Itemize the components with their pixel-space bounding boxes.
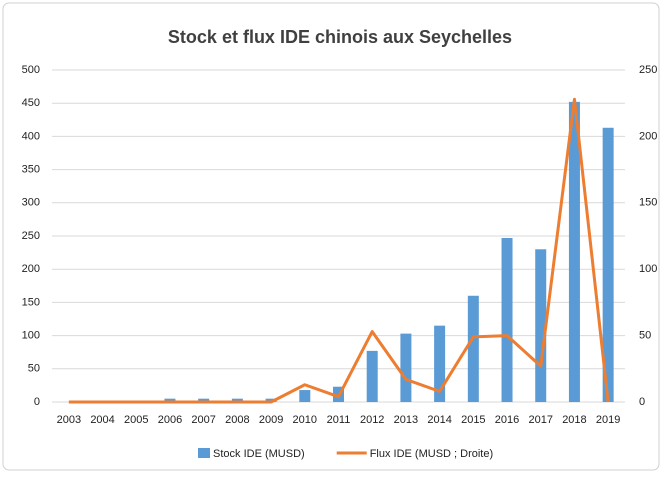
line — [68, 97, 610, 404]
y-tick-label: 400 — [22, 130, 40, 142]
x-tick-label: 2007 — [191, 414, 215, 426]
bar — [164, 398, 176, 402]
y-tick-label: 500 — [22, 64, 40, 76]
bar — [501, 237, 513, 402]
x-tick-label: 2013 — [394, 414, 418, 426]
x-tick-label: 2006 — [158, 414, 182, 426]
y2-tick-label: 0 — [639, 396, 645, 408]
x-tick-label: 2012 — [360, 414, 384, 426]
legend-swatch — [198, 448, 210, 458]
bar — [299, 390, 311, 402]
y-tick-label: 300 — [22, 197, 40, 209]
x-tick-label: 2005 — [124, 414, 148, 426]
bar — [467, 295, 479, 402]
bar — [400, 333, 412, 402]
x-tick-label: 2008 — [225, 414, 249, 426]
y-tick-label: 200 — [22, 263, 40, 275]
x-tick-label: 2017 — [528, 414, 552, 426]
x-tick-label: 2015 — [461, 414, 485, 426]
y2-tick-label: 200 — [639, 130, 657, 142]
y2-tick-label: 50 — [639, 330, 651, 342]
bar — [568, 101, 580, 402]
x-tick-label: 2014 — [427, 414, 451, 426]
x-tick-label: 2011 — [327, 414, 351, 426]
y-tick-label: 450 — [22, 97, 40, 109]
y-tick-label: 250 — [22, 230, 40, 242]
chart-title: Stock et flux IDE chinois aux Seychelles — [168, 27, 512, 47]
y2-tick-label: 100 — [639, 263, 657, 275]
y-tick-label: 350 — [22, 164, 40, 176]
bar — [434, 325, 446, 402]
x-tick-label: 2004 — [90, 414, 114, 426]
y-tick-label: 100 — [22, 330, 40, 342]
y2-tick-label: 250 — [639, 64, 657, 76]
x-tick-label: 2016 — [495, 414, 519, 426]
x-tick-label: 2009 — [259, 414, 283, 426]
y2-tick-label: 150 — [639, 197, 657, 209]
x-tick-label: 2019 — [596, 414, 620, 426]
bar — [535, 249, 547, 402]
legend-label: Flux IDE (MUSD ; Droite) — [370, 448, 493, 460]
y-tick-label: 0 — [34, 396, 40, 408]
bar — [366, 350, 378, 402]
bar — [198, 398, 210, 402]
bar — [602, 127, 614, 402]
legend-label: Stock IDE (MUSD) — [213, 448, 305, 460]
y-tick-label: 150 — [22, 296, 40, 308]
x-tick-label: 2010 — [293, 414, 317, 426]
x-tick-label: 2003 — [57, 414, 81, 426]
y-tick-label: 50 — [28, 363, 40, 375]
x-tick-label: 2018 — [562, 414, 586, 426]
bar — [231, 398, 243, 402]
